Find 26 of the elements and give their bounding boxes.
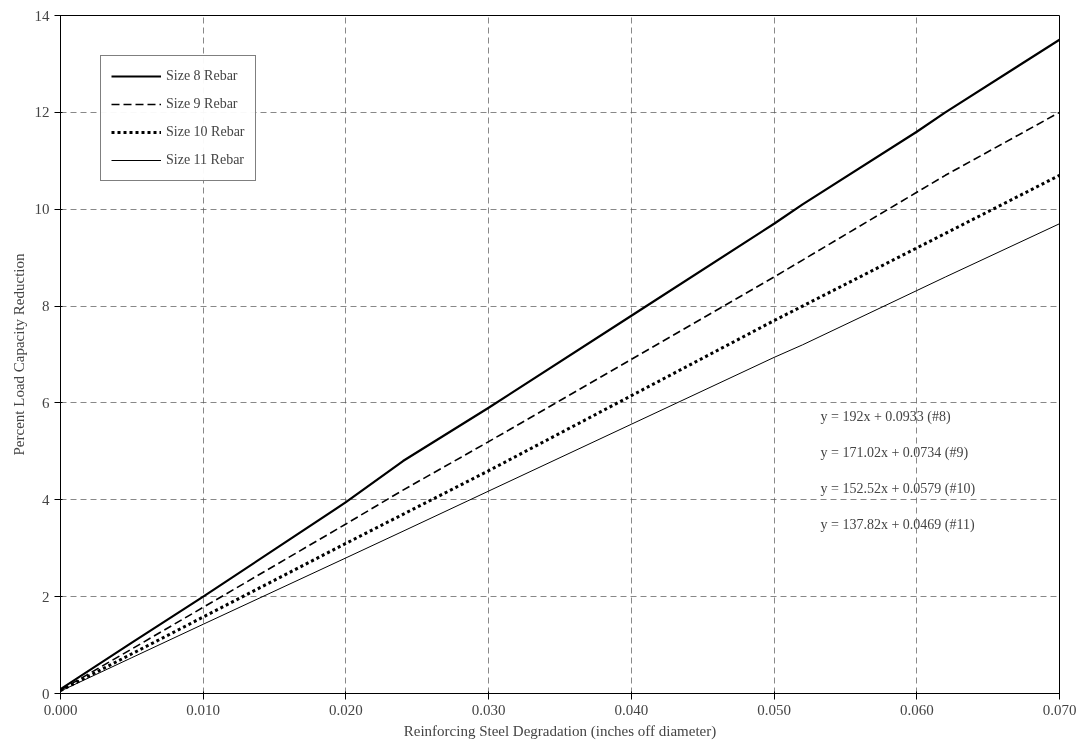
annotation: y = 171.02x + 0.0734 (#9) [820, 444, 969, 461]
y-tick-label: 10 [34, 201, 50, 218]
y-tick-label: 6 [42, 394, 50, 411]
x-axis-title: Reinforcing Steel Degradation (inches off diameter) [403, 722, 717, 740]
legend-label: Size 10 Rebar [166, 124, 245, 140]
y-tick-label: 2 [42, 588, 50, 605]
y-tick-label: 12 [34, 104, 50, 121]
y-tick-label: 4 [42, 491, 50, 508]
y-tick-label: 8 [42, 298, 50, 315]
annotation: y = 152.52x + 0.0579 (#10) [820, 480, 976, 497]
annotation: y = 192x + 0.0933 (#8) [820, 408, 951, 425]
x-tick-label: 0.050 [757, 701, 791, 718]
y-tick-label: 0 [42, 685, 50, 702]
annotation: y = 137.82x + 0.0469 (#11) [820, 516, 975, 533]
x-tick-label: 0.000 [43, 701, 78, 718]
y-tick-label: 14 [34, 7, 50, 24]
legend-label: Size 9 Rebar [166, 96, 238, 112]
legend-label: Size 8 Rebar [166, 68, 238, 84]
x-tick-label: 0.030 [471, 701, 506, 718]
x-tick-label: 0.020 [329, 701, 363, 718]
y-axis-title: Percent Load Capacity Reduction [10, 252, 27, 456]
x-tick-label: 0.040 [614, 701, 649, 718]
x-tick-label: 0.070 [1042, 701, 1077, 718]
legend-label: Size 11 Rebar [166, 152, 245, 168]
x-tick-label: 0.010 [186, 701, 221, 718]
x-tick-label: 0.060 [899, 701, 934, 718]
